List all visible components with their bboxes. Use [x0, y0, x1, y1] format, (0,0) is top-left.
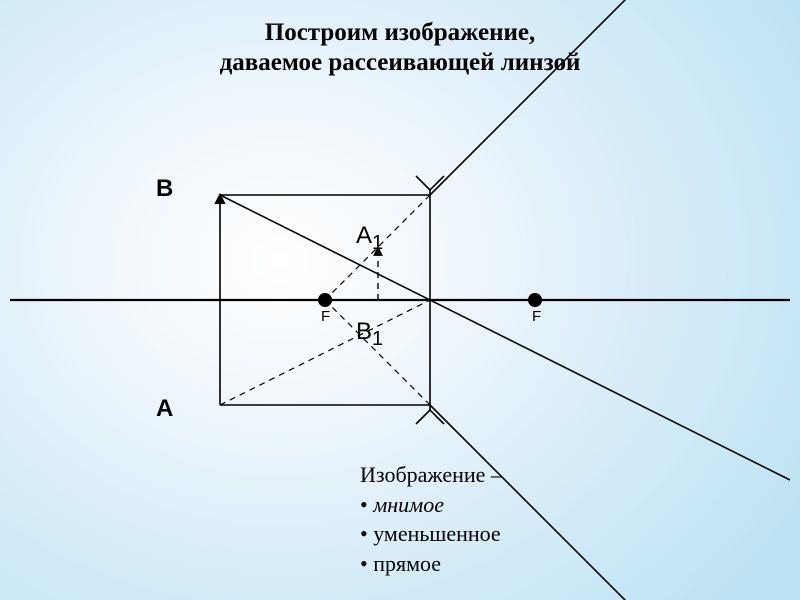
title-line-2: даваемое рассеивающей линзой — [220, 49, 581, 76]
slide-title: Построим изображение, даваемое рассеиваю… — [0, 18, 800, 78]
label-A1-sub: 1 — [372, 232, 383, 254]
label-F-left: F — [321, 308, 330, 325]
label-A1: A1 — [356, 222, 383, 255]
label-B: B — [156, 175, 173, 203]
label-B1-letter: B — [356, 318, 372, 345]
label-B1-sub: 1 — [372, 328, 383, 350]
label-F-right: F — [532, 308, 541, 325]
label-A: A — [156, 395, 173, 423]
label-A1-letter: A — [356, 222, 372, 249]
caption-heading: Изображение – — [360, 460, 502, 490]
caption-item-0: • мнимое — [360, 490, 502, 520]
caption-item-2: • прямое — [360, 549, 502, 579]
label-B1: B1 — [356, 318, 383, 351]
caption-item-1: • уменьшенное — [360, 519, 502, 549]
image-properties-caption: Изображение – • мнимое • уменьшенное • п… — [360, 460, 502, 579]
title-line-1: Построим изображение, — [265, 19, 535, 46]
